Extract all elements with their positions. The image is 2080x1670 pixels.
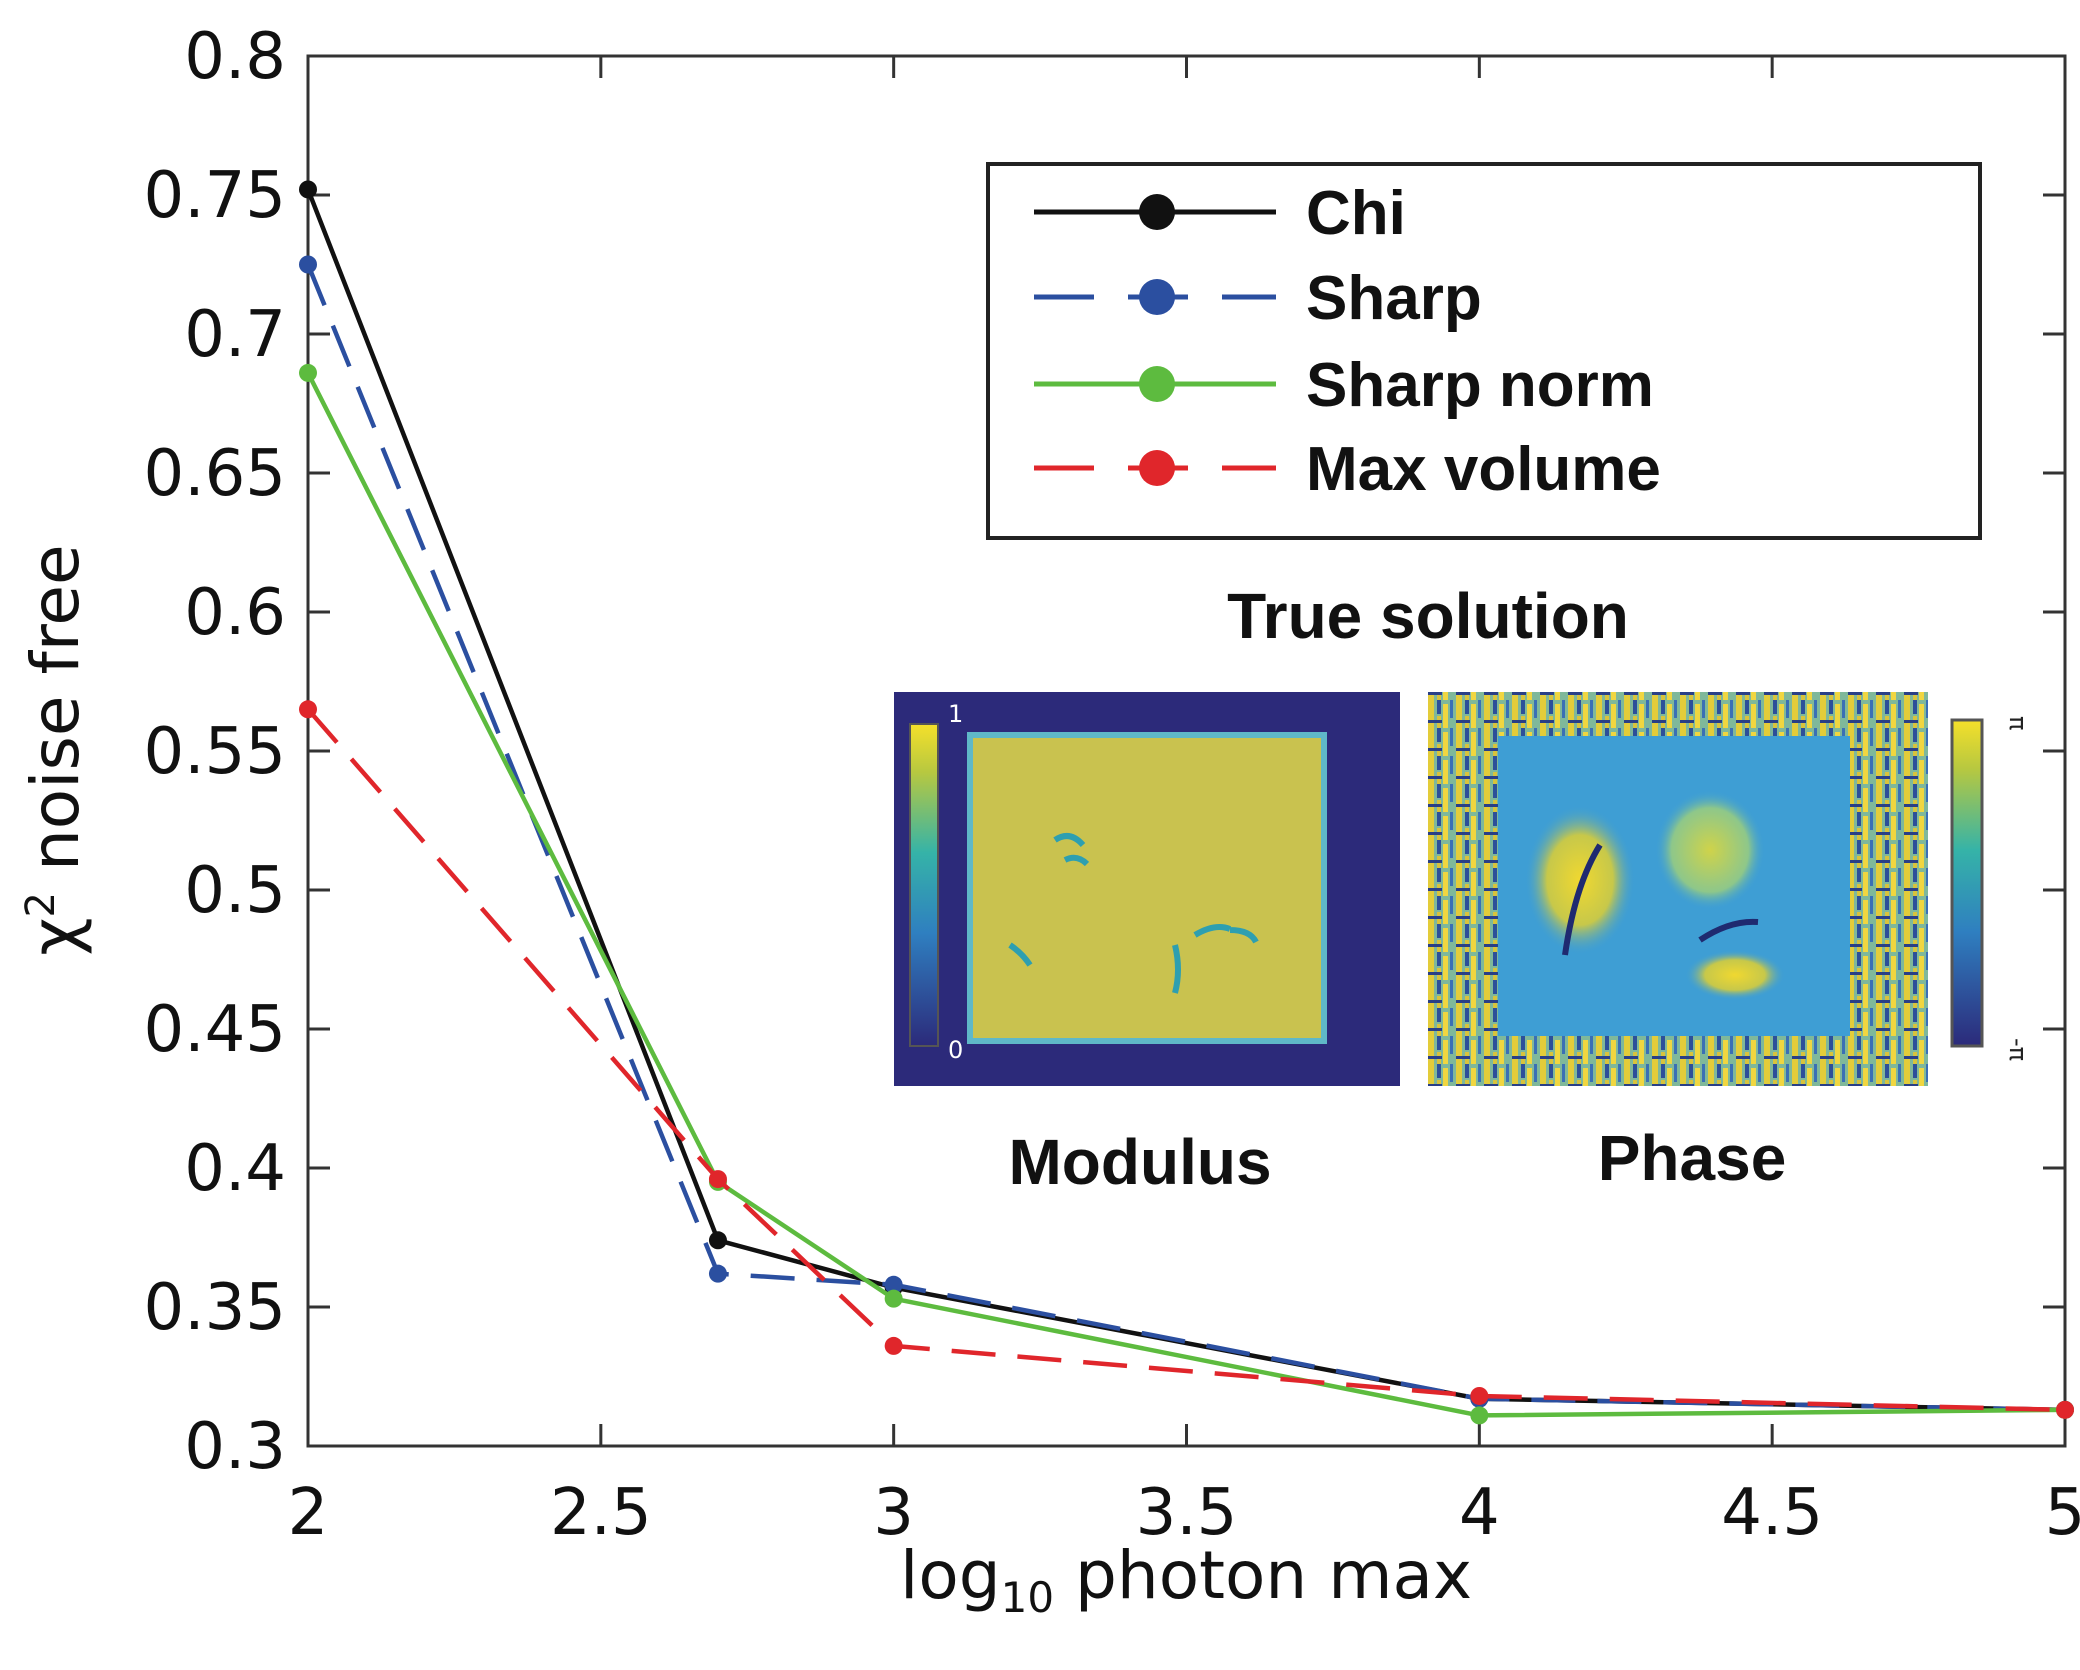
- data-point: [708, 1231, 727, 1250]
- legend-marker: [1139, 194, 1175, 230]
- data-point: [884, 1336, 903, 1355]
- inset-true-solution: True solution 1 0 Modulus π -π Phase: [894, 580, 2032, 1198]
- x-tick-label: 3.5: [1136, 1476, 1238, 1550]
- y-tick-label: 0.35: [144, 1271, 287, 1345]
- legend-marker: [1139, 366, 1175, 402]
- y-tick-label: 0.4: [184, 1132, 286, 1206]
- phase-colorbar: [1950, 718, 1984, 1048]
- data-point: [708, 1170, 727, 1189]
- data-point: [884, 1275, 903, 1294]
- y-tick-label: 0.55: [144, 715, 287, 789]
- x-tick-label: 2: [288, 1476, 329, 1550]
- legend: Chi Sharp Sharp norm Max volume: [986, 162, 1982, 540]
- legend-entry: Chi: [1034, 179, 1406, 248]
- y-axis-ticks: 0.3 0.35 0.4 0.45 0.5 0.55 0.6 0.65 0.7 0.75 0.8: [144, 20, 2065, 1484]
- legend-marker: [1139, 450, 1175, 486]
- x-tick-label: 3: [873, 1476, 914, 1550]
- data-point: [2056, 1400, 2074, 1419]
- modulus-cbar-max: 1: [948, 700, 963, 728]
- legend-entry: Max volume: [1034, 435, 1661, 504]
- phase-label: Phase: [1598, 1122, 1787, 1194]
- y-tick-label: 0.3: [184, 1410, 286, 1484]
- legend-label: Chi: [1306, 179, 1406, 248]
- y-tick-label: 0.45: [144, 993, 287, 1067]
- inset-title: True solution: [1227, 580, 1629, 652]
- x-tick-label: 4: [1459, 1476, 1500, 1550]
- series-layer: [299, 180, 2074, 1425]
- x-tick-label: 2.5: [550, 1476, 652, 1550]
- modulus-image: 1 0: [894, 692, 1400, 1086]
- data-point: [884, 1289, 903, 1308]
- series-max-volume: [299, 700, 2074, 1419]
- phase-image: π -π: [1428, 692, 2032, 1086]
- data-point: [299, 363, 317, 382]
- y-tick-label: 0.8: [184, 20, 286, 94]
- legend-marker: [1139, 279, 1175, 315]
- data-point: [299, 255, 317, 274]
- x-tick-label: 5: [2045, 1476, 2080, 1550]
- y-tick-label: 0.65: [144, 437, 287, 511]
- data-point: [708, 1264, 727, 1283]
- modulus-label: Modulus: [1008, 1126, 1271, 1198]
- x-axis-ticks: 2 2.5 3 3.5 4 4.5 5: [288, 56, 2080, 1550]
- data-point: [1470, 1386, 1489, 1405]
- x-tick-label: 4.5: [1721, 1476, 1823, 1550]
- y-tick-label: 0.6: [184, 576, 286, 650]
- x-axis-label: log10 photon max: [900, 1537, 1472, 1622]
- legend-label: Sharp: [1306, 264, 1482, 333]
- data-point: [299, 700, 317, 719]
- data-point: [299, 180, 317, 199]
- legend-label: Max volume: [1306, 435, 1661, 504]
- modulus-cbar-min: 0: [948, 1036, 963, 1064]
- y-tick-label: 0.7: [184, 298, 286, 372]
- modulus-colorbar: [909, 723, 939, 1047]
- phase-cbar-min: -π: [2004, 1038, 2032, 1061]
- legend-entry: Sharp norm: [1034, 351, 1654, 420]
- y-tick-label: 0.5: [184, 854, 286, 928]
- legend-entry: Sharp: [1034, 264, 1482, 333]
- y-axis-label: χ2 noise free: [17, 544, 94, 955]
- legend-label: Sharp norm: [1306, 351, 1654, 420]
- phase-cbar-max: π: [2004, 716, 2032, 730]
- y-tick-label: 0.75: [144, 159, 287, 233]
- data-point: [1470, 1406, 1489, 1425]
